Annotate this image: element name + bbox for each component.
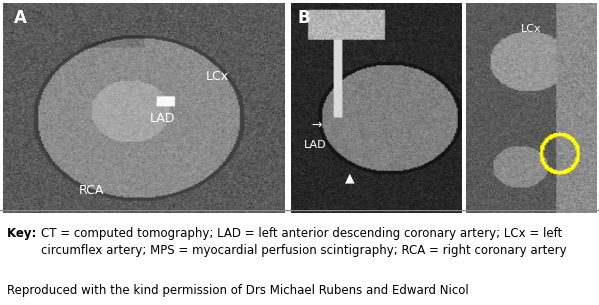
- Text: RCA: RCA: [79, 184, 104, 197]
- Text: B: B: [297, 9, 310, 27]
- Text: LCx: LCx: [521, 24, 541, 34]
- Text: LAD: LAD: [304, 140, 327, 150]
- Text: Reproduced with the kind permission of Drs Michael Rubens and Edward Nicol: Reproduced with the kind permission of D…: [7, 284, 469, 297]
- Text: →: →: [311, 119, 322, 132]
- Text: A: A: [14, 9, 27, 27]
- Text: LCx: LCx: [205, 70, 229, 83]
- Text: ▲: ▲: [345, 171, 355, 185]
- Text: Key:: Key:: [7, 228, 41, 240]
- Text: LAD: LAD: [149, 113, 175, 125]
- Text: CT = computed tomography; LAD = left anterior descending coronary artery; LCx = : CT = computed tomography; LAD = left ant…: [41, 228, 567, 257]
